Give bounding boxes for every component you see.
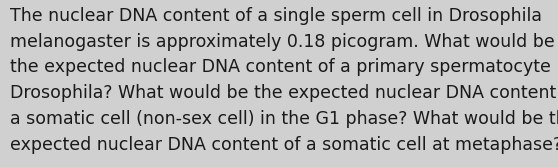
- Text: The nuclear DNA content of a single sperm cell in Drosophila: The nuclear DNA content of a single sper…: [10, 7, 542, 25]
- Text: the expected nuclear DNA content of a primary spermatocyte in: the expected nuclear DNA content of a pr…: [10, 58, 558, 76]
- Text: a somatic cell (non-sex cell) in the G1 phase? What would be the: a somatic cell (non-sex cell) in the G1 …: [10, 110, 558, 128]
- Text: Drosophila? What would be the expected nuclear DNA content of: Drosophila? What would be the expected n…: [10, 84, 558, 102]
- Text: expected nuclear DNA content of a somatic cell at metaphase?: expected nuclear DNA content of a somati…: [10, 136, 558, 154]
- Text: melanogaster is approximately 0.18 picogram. What would be: melanogaster is approximately 0.18 picog…: [10, 33, 555, 51]
